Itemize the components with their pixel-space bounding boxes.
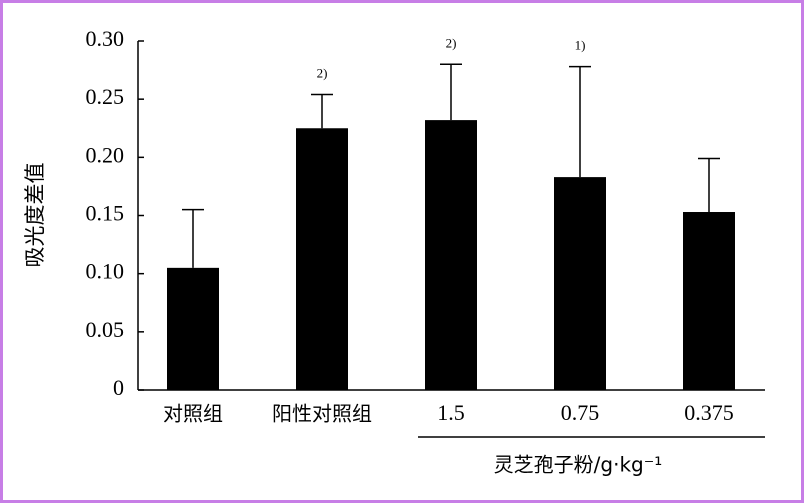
y-tick-label: 0.15 — [86, 201, 125, 226]
x-group-label: 灵芝孢子粉/g·kg⁻¹ — [494, 453, 663, 477]
x-tick-label: 1.5 — [437, 400, 465, 425]
bar — [554, 177, 606, 390]
y-tick-label: 0 — [113, 375, 124, 400]
y-tick-label: 0.05 — [86, 317, 125, 342]
y-axis-label: 吸光度差值 — [23, 163, 47, 268]
bar — [425, 120, 477, 391]
y-tick-label: 0.20 — [86, 142, 125, 167]
x-tick-label: 对照组 — [163, 402, 223, 426]
y-tick-label: 0.10 — [86, 259, 125, 284]
x-tick-label: 0.75 — [561, 400, 600, 425]
annotation: 2) — [317, 65, 328, 80]
bar — [167, 267, 219, 390]
x-tick-label: 0.375 — [684, 400, 734, 425]
x-tick-label: 阳性对照组 — [272, 402, 372, 426]
annotation: 1) — [575, 38, 586, 53]
annotation: 2) — [446, 35, 457, 50]
y-tick-label: 0.30 — [86, 26, 125, 51]
y-tick-label: 0.25 — [86, 84, 125, 109]
bar — [683, 212, 735, 390]
bar — [296, 128, 348, 390]
